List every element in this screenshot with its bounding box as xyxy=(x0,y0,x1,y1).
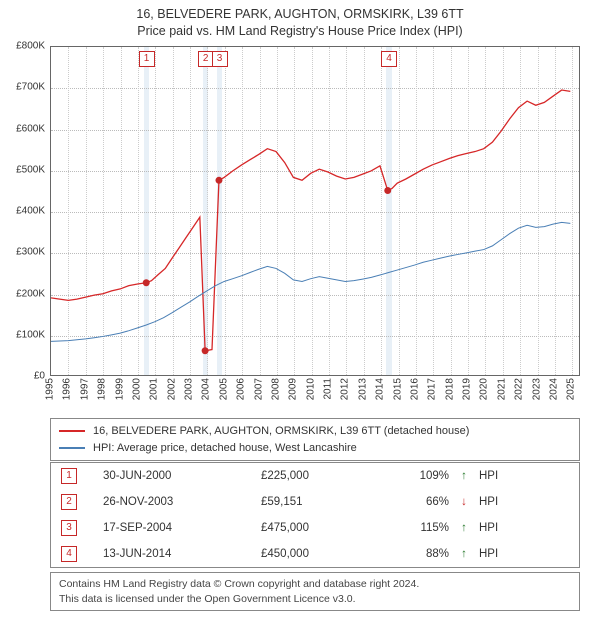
legend-row: HPI: Average price, detached house, West… xyxy=(59,440,571,457)
y-axis-label: £700K xyxy=(0,82,45,93)
event-flag: 1 xyxy=(139,51,155,67)
transaction-pct: 88% xyxy=(389,548,449,560)
transaction-price: £475,000 xyxy=(261,522,381,534)
transaction-row: 2 26-NOV-2003 £59,151 66% ↓ HPI xyxy=(51,489,579,515)
x-axis-label: 2016 xyxy=(409,378,420,400)
footer-line2: This data is licensed under the Open Gov… xyxy=(59,592,571,607)
transaction-flag: 2 xyxy=(61,494,77,510)
x-axis-label: 2000 xyxy=(131,378,142,400)
footer-attribution: Contains HM Land Registry data © Crown c… xyxy=(50,572,580,611)
y-axis-label: £800K xyxy=(0,41,45,52)
transaction-flag: 3 xyxy=(61,520,77,536)
x-axis-label: 2024 xyxy=(548,378,559,400)
x-axis-label: 2013 xyxy=(357,378,368,400)
transaction-price: £59,151 xyxy=(261,496,381,508)
plot-area: 1234 xyxy=(50,46,580,376)
transaction-date: 13-JUN-2014 xyxy=(85,548,253,560)
x-axis-label: 2004 xyxy=(201,378,212,400)
transaction-price: £225,000 xyxy=(261,470,381,482)
arrow-up-icon: ↑ xyxy=(457,470,471,482)
x-axis-label: 2014 xyxy=(375,378,386,400)
x-axis-label: 2025 xyxy=(566,378,577,400)
arrow-up-icon: ↑ xyxy=(457,522,471,534)
transaction-date: 17-SEP-2004 xyxy=(85,522,253,534)
chart-container: 16, BELVEDERE PARK, AUGHTON, ORMSKIRK, L… xyxy=(0,0,600,620)
series-svg xyxy=(51,47,579,375)
x-axis-label: 2015 xyxy=(392,378,403,400)
x-axis-label: 1999 xyxy=(114,378,125,400)
legend: 16, BELVEDERE PARK, AUGHTON, ORMSKIRK, L… xyxy=(50,418,580,461)
y-axis-label: £500K xyxy=(0,164,45,175)
event-flag: 3 xyxy=(212,51,228,67)
x-axis-label: 2005 xyxy=(218,378,229,400)
x-axis-label: 1995 xyxy=(45,378,56,400)
transaction-pct: 66% xyxy=(389,496,449,508)
legend-swatch xyxy=(59,447,85,449)
series-line-property xyxy=(51,90,570,351)
x-axis-label: 2020 xyxy=(479,378,490,400)
series-line-hpi xyxy=(51,222,570,341)
transaction-row: 3 17-SEP-2004 £475,000 115% ↑ HPI xyxy=(51,515,579,541)
title-address: 16, BELVEDERE PARK, AUGHTON, ORMSKIRK, L… xyxy=(0,6,600,23)
series-marker xyxy=(215,177,222,184)
transaction-date: 26-NOV-2003 xyxy=(85,496,253,508)
x-axis-label: 2001 xyxy=(149,378,160,400)
arrow-up-icon: ↑ xyxy=(457,548,471,560)
x-axis-label: 2009 xyxy=(288,378,299,400)
title-subtitle: Price paid vs. HM Land Registry's House … xyxy=(0,23,600,40)
x-axis-label: 2011 xyxy=(323,378,334,400)
transaction-row: 4 13-JUN-2014 £450,000 88% ↑ HPI xyxy=(51,541,579,567)
legend-label: HPI: Average price, detached house, West… xyxy=(93,440,357,457)
arrow-down-icon: ↓ xyxy=(457,496,471,508)
x-axis-label: 2022 xyxy=(514,378,525,400)
y-axis-label: £300K xyxy=(0,247,45,258)
transactions-table: 1 30-JUN-2000 £225,000 109% ↑ HPI 2 26-NOV-2003… xyxy=(50,462,580,568)
legend-swatch xyxy=(59,430,85,432)
legend-row: 16, BELVEDERE PARK, AUGHTON, ORMSKIRK, L… xyxy=(59,423,571,440)
x-axis-label: 2019 xyxy=(462,378,473,400)
x-axis-label: 2007 xyxy=(253,378,264,400)
transaction-price: £450,000 xyxy=(261,548,381,560)
transaction-flag: 1 xyxy=(61,468,77,484)
x-axis-label: 2023 xyxy=(531,378,542,400)
series-marker xyxy=(143,279,150,286)
x-axis-label: 1998 xyxy=(97,378,108,400)
y-axis-label: £100K xyxy=(0,329,45,340)
x-axis-label: 2006 xyxy=(236,378,247,400)
x-axis-label: 2018 xyxy=(444,378,455,400)
series-marker xyxy=(384,187,391,194)
y-axis-label: £400K xyxy=(0,206,45,217)
y-axis-label: £0 xyxy=(0,371,45,382)
x-axis-label: 2002 xyxy=(166,378,177,400)
chart-area: 1234 £0£100K£200K£300K£400K£500K£600K£70… xyxy=(50,46,580,376)
transaction-flag: 4 xyxy=(61,546,77,562)
transaction-hpi-label: HPI xyxy=(479,548,509,560)
transaction-pct: 115% xyxy=(389,522,449,534)
series-marker xyxy=(202,347,209,354)
x-axis-label: 2017 xyxy=(427,378,438,400)
x-axis-label: 2012 xyxy=(340,378,351,400)
y-axis-label: £600K xyxy=(0,123,45,134)
transaction-hpi-label: HPI xyxy=(479,470,509,482)
footer-line1: Contains HM Land Registry data © Crown c… xyxy=(59,577,571,592)
x-axis-label: 2008 xyxy=(270,378,281,400)
event-flag: 4 xyxy=(381,51,397,67)
transaction-hpi-label: HPI xyxy=(479,496,509,508)
transaction-date: 30-JUN-2000 xyxy=(85,470,253,482)
transaction-hpi-label: HPI xyxy=(479,522,509,534)
x-axis-label: 2010 xyxy=(305,378,316,400)
legend-label: 16, BELVEDERE PARK, AUGHTON, ORMSKIRK, L… xyxy=(93,423,469,440)
x-axis-label: 1997 xyxy=(79,378,90,400)
x-axis-label: 1996 xyxy=(62,378,73,400)
transaction-pct: 109% xyxy=(389,470,449,482)
x-axis-label: 2003 xyxy=(184,378,195,400)
y-axis-label: £200K xyxy=(0,288,45,299)
x-axis-label: 2021 xyxy=(496,378,507,400)
title-block: 16, BELVEDERE PARK, AUGHTON, ORMSKIRK, L… xyxy=(0,0,600,40)
transaction-row: 1 30-JUN-2000 £225,000 109% ↑ HPI xyxy=(51,463,579,489)
